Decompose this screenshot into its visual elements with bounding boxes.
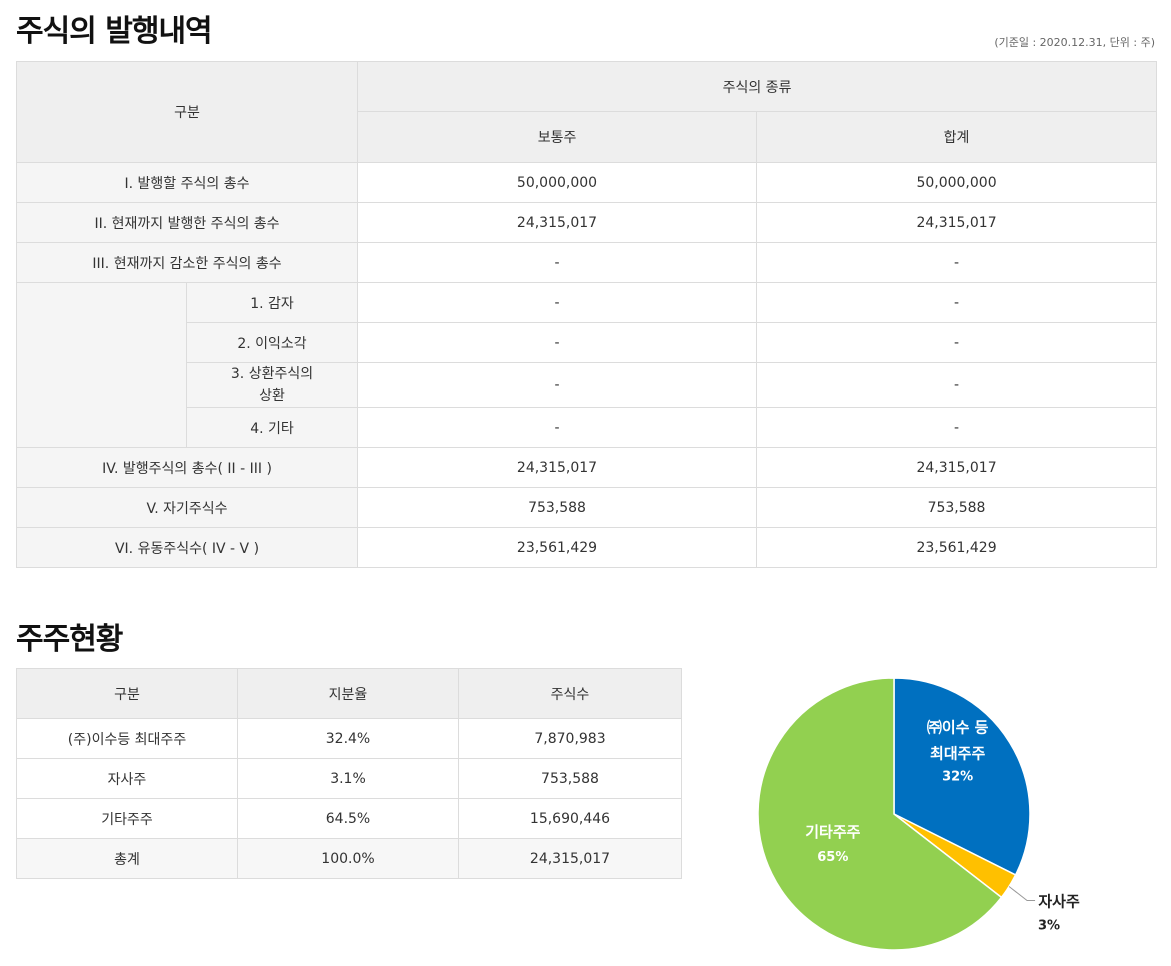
row-label: I. 발행할 주식의 총수 [15, 162, 359, 203]
cell-total: - [756, 362, 1158, 408]
cell-common: - [357, 242, 758, 283]
table-row: I. 발행할 주식의 총수 50,000,000 50,000,000 [15, 162, 1158, 203]
slice-label-1: 자사주 [1038, 893, 1080, 911]
row-label: 3. 상환주식의 상환 [185, 362, 359, 408]
header-ratio: 지분율 [237, 668, 459, 719]
row-label: IV. 발행주식의 총수( II - III ) [15, 447, 359, 488]
shareholders-title: 주주현황 [16, 622, 123, 657]
cell-shares: 24,315,017 [458, 838, 682, 879]
cell-name: 총계 [16, 838, 238, 879]
cell-common: 50,000,000 [357, 162, 758, 203]
slice-label-0-line2: 최대주주 [930, 745, 985, 763]
cell-total: - [756, 242, 1158, 283]
row-label: II. 현재까지 발행한 주식의 총수 [15, 202, 359, 243]
header-total: 합계 [756, 111, 1158, 163]
issuance-note: (기준일 : 2020.12.31, 단위 : 주) [994, 36, 1155, 49]
row-label: VI. 유동주식수( IV - V ) [15, 527, 359, 568]
shareholders-table: 구분 지분율 주식수 (주)이수등 최대주주 32.4% 7,870,983 자… [16, 668, 682, 879]
issuance-title: 주식의 발행내역 [16, 14, 213, 49]
header-shares: 주식수 [458, 668, 682, 719]
cell-common: - [357, 282, 758, 323]
table-row: 2. 이익소각 - - [17, 322, 1158, 363]
table-row: IV. 발행주식의 총수( II - III ) 24,315,017 24,3… [15, 447, 1158, 488]
table-row: 기타주주 64.5% 15,690,446 [16, 798, 682, 839]
table-row: V. 자기주식수 753,588 753,588 [15, 487, 1158, 528]
cell-common: 23,561,429 [357, 527, 758, 568]
table-row: (주)이수등 최대주주 32.4% 7,870,983 [16, 718, 682, 759]
slice-pct-2: 65% [817, 850, 848, 865]
slice-label-2: 기타주주 [805, 823, 860, 841]
table-row-total: 총계 100.0% 24,315,017 [16, 838, 682, 879]
table-row: II. 현재까지 발행한 주식의 총수 24,315,017 24,315,01… [15, 202, 1158, 243]
cell-name: 기타주주 [16, 798, 238, 839]
cell-name: (주)이수등 최대주주 [16, 718, 238, 759]
cell-total: 24,315,017 [756, 202, 1158, 243]
sub-indent-cell [16, 282, 187, 448]
cell-name: 자사주 [16, 758, 238, 799]
header-category: 구분 [15, 61, 359, 163]
cell-shares: 15,690,446 [458, 798, 682, 839]
cell-common: 24,315,017 [357, 202, 758, 243]
cell-total: 23,561,429 [756, 527, 1158, 568]
row-label: 4. 기타 [185, 407, 359, 448]
cell-shares: 7,870,983 [458, 718, 682, 759]
header-type-group: 주식의 종류 [357, 61, 1158, 112]
cell-common: 24,315,017 [357, 447, 758, 488]
table-row: 3. 상환주식의 상환 - - [17, 362, 1158, 408]
cell-shares: 753,588 [458, 758, 682, 799]
cell-ratio: 100.0% [237, 838, 459, 879]
header-common: 보통주 [357, 111, 758, 163]
row-label: III. 현재까지 감소한 주식의 총수 [15, 242, 359, 283]
pie-slice-0 [893, 677, 1031, 876]
slice-pct-1: 3% [1038, 919, 1060, 934]
cell-total: 24,315,017 [756, 447, 1158, 488]
table-row: 4. 기타 - - [17, 407, 1158, 448]
cell-total: - [756, 407, 1158, 448]
cell-common: - [357, 322, 758, 363]
header-category: 구분 [16, 668, 238, 719]
table-row: III. 현재까지 감소한 주식의 총수 - - [15, 242, 1158, 283]
pie-slice-2 [757, 677, 1003, 951]
cell-ratio: 3.1% [237, 758, 459, 799]
table-row: VI. 유동주식수( IV - V ) 23,561,429 23,561,42… [15, 527, 1158, 568]
cell-total: 753,588 [756, 487, 1158, 528]
row-label: 2. 이익소각 [185, 322, 359, 363]
slice-pct-0: 32% [942, 770, 973, 785]
row-label: V. 자기주식수 [15, 487, 359, 528]
cell-common: - [357, 407, 758, 448]
slice-label-0-line1: ㈜이수 등 [927, 719, 989, 737]
cell-total: - [756, 322, 1158, 363]
cell-common: 753,588 [357, 487, 758, 528]
table-row: 자사주 3.1% 753,588 [16, 758, 682, 799]
cell-ratio: 32.4% [237, 718, 459, 759]
table-row: 1. 감자 - - [16, 282, 1158, 448]
cell-common: - [357, 362, 758, 408]
issuance-table: 구분 주식의 종류 보통주 합계 I. 발행할 주식의 총수 50,000,00… [15, 61, 1158, 568]
cell-total: 50,000,000 [756, 162, 1158, 203]
row-label: 1. 감자 [185, 282, 359, 323]
slice-leader-line-1 [1008, 886, 1036, 902]
cell-total: - [756, 282, 1158, 323]
cell-ratio: 64.5% [237, 798, 459, 839]
